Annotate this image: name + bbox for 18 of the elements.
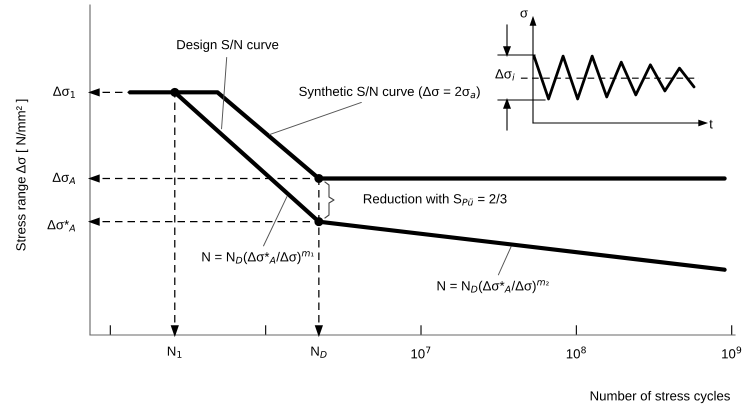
y-axis-title: σ: [520, 10, 528, 18]
x-tick-label: 10$^{7}$: [411, 346, 430, 358]
ref-line-label: N$_{1}$: [168, 346, 182, 358]
text: Δσ$_{i}$: [495, 69, 515, 81]
annotation: Reduction with S$_{Pü}$ = 2/3: [364, 194, 507, 206]
y-axis-title: Stress range Δσ [ N/mm² ]: [16, 100, 28, 251]
x-tick-label: 10$^{9}$: [722, 346, 742, 358]
annotation: N = N$_{D}$(Δσ*$_{A}$/Δσ)$^{m₁}$: [202, 251, 314, 264]
x-tick-label: 10$^{8}$: [566, 346, 586, 358]
ref-line-label: Δσ*$_{A}$: [47, 220, 75, 232]
ref-line-label: Δσ$_{1}$: [53, 86, 75, 98]
x-axis-title: Number of stress cycles: [590, 390, 730, 404]
annotation: Synthetic S/N curve (Δσ = 2σ$_{a}$): [299, 86, 480, 99]
ref-line-label: Δσ$_{A}$: [52, 172, 75, 184]
annotation: N = N$_{D}$(Δσ*$_{A}$/Δσ)$^{m₂}$: [438, 280, 549, 294]
x-axis-title: t: [709, 120, 713, 129]
ref-line-label: N$_{D}$: [311, 346, 327, 358]
annotation: Design S/N curve: [177, 40, 278, 52]
